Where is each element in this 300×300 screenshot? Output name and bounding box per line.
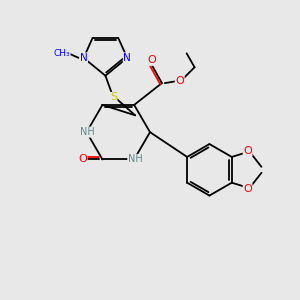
Text: NH: NH [80,127,95,137]
Text: O: O [78,154,87,164]
Text: NH: NH [128,154,142,164]
Text: O: O [243,146,252,156]
Text: O: O [148,55,156,65]
Text: O: O [243,184,252,194]
Text: O: O [175,76,184,86]
Text: CH₃: CH₃ [53,50,70,58]
Text: S: S [110,92,117,103]
Text: N: N [123,53,131,63]
Text: N: N [80,53,88,63]
